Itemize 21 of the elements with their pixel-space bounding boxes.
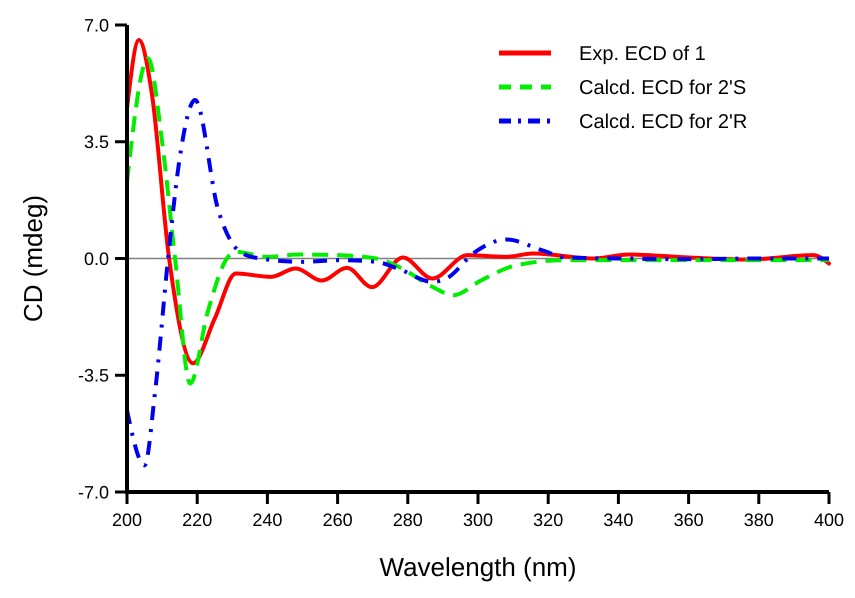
- y-tick-label: -3.5: [78, 366, 109, 386]
- x-tick-label: 300: [462, 510, 494, 530]
- y-tick-label: -7.0: [78, 482, 109, 502]
- x-tick-label: 200: [112, 510, 142, 530]
- x-tick-label: 220: [182, 510, 212, 530]
- legend-label: Calcd. ECD for 2'R: [579, 111, 748, 133]
- x-tick-label: 320: [533, 510, 564, 530]
- x-tick-label: 260: [322, 510, 353, 530]
- y-tick-label: 7.0: [84, 15, 109, 36]
- x-tick-label: 380: [744, 510, 774, 530]
- legend-label: Exp. ECD of 1: [579, 43, 706, 65]
- y-tick-label: 0.0: [84, 248, 109, 269]
- legend-label: Calcd. ECD for 2'S: [579, 77, 746, 99]
- x-tick-label: 280: [392, 510, 423, 530]
- x-axis-title: Wavelength (nm): [380, 552, 576, 582]
- x-tick-label: 240: [252, 510, 282, 530]
- x-tick-label: 400: [814, 510, 844, 530]
- x-tick-label: 340: [603, 510, 634, 530]
- y-tick-label: 3.5: [84, 132, 109, 152]
- x-tick-label: 360: [674, 510, 704, 530]
- y-axis-title: CD (mdeg): [18, 194, 48, 322]
